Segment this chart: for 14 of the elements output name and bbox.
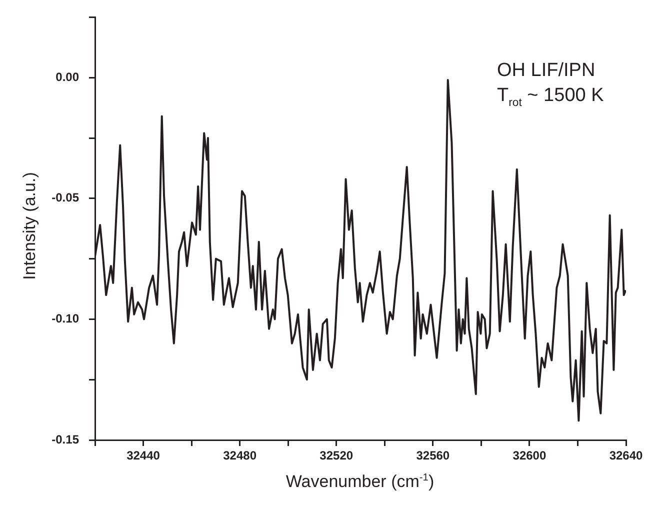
x-tick-label: 32640 xyxy=(609,448,644,463)
y-tick-label: 0.00 xyxy=(56,70,80,84)
y-tick-label: -0.10 xyxy=(52,312,80,326)
y-tick-label: -0.15 xyxy=(52,432,80,446)
x-tick-label: 32560 xyxy=(416,448,450,463)
annotation: T$_{rot}$ ~ 1500 K xyxy=(497,84,604,111)
y-tick-label: -0.05 xyxy=(52,190,80,205)
x-tick-label: 32600 xyxy=(512,448,546,463)
x-tick-label: 32480 xyxy=(223,448,257,463)
y-axis-title: Intensity (a.u.) xyxy=(20,172,40,280)
x-tick-label: 32440 xyxy=(126,448,160,463)
annotation: OH LIF/IPN xyxy=(497,59,596,83)
x-axis-title: Wavenumber (cm$^{-1}$) xyxy=(286,472,434,492)
x-tick-label: 32520 xyxy=(320,448,354,463)
